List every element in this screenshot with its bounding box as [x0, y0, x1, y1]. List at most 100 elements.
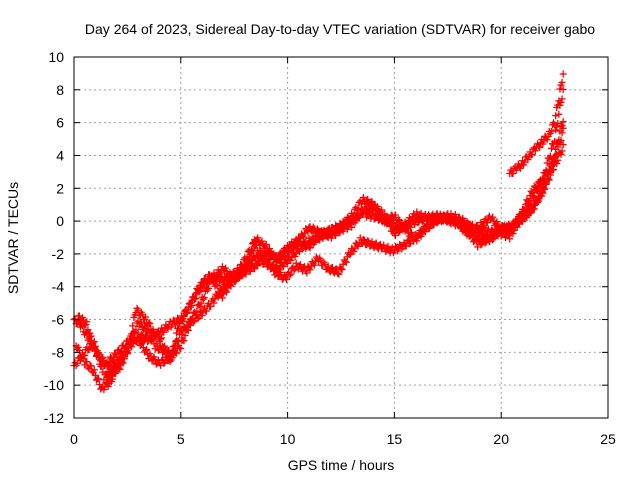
data-point [410, 237, 418, 245]
data-point [386, 221, 394, 229]
data-point [264, 256, 272, 264]
x-tick-labels: 0 5 10 15 20 25 [70, 431, 616, 447]
data-point [522, 213, 530, 221]
data-point [161, 342, 169, 350]
data-point [286, 271, 294, 279]
data-point [489, 234, 497, 242]
data-point [535, 197, 543, 205]
data-point [334, 269, 342, 277]
data-point [158, 334, 166, 342]
data-point [373, 203, 381, 211]
data-point [236, 274, 244, 282]
data-point [527, 209, 535, 217]
data-point [531, 147, 539, 155]
data-point [202, 307, 210, 315]
data-point [417, 229, 425, 237]
data-point [227, 282, 235, 290]
data-point [254, 234, 262, 242]
data-point [287, 256, 295, 264]
data-point [303, 269, 311, 277]
data-point [306, 244, 314, 252]
data-point [310, 261, 318, 269]
data-point [175, 324, 183, 332]
data-point [173, 329, 181, 337]
data-point [485, 237, 493, 245]
data-point [481, 239, 489, 247]
data-point [352, 217, 360, 225]
data-point [300, 233, 308, 241]
data-point [346, 251, 354, 259]
data-point [91, 371, 99, 379]
data-point [197, 299, 205, 307]
y-tick-label: -10 [44, 377, 64, 393]
data-point [178, 330, 186, 338]
data-point [385, 218, 393, 226]
data-point [305, 243, 313, 251]
plot-frame [73, 56, 609, 419]
data-point [399, 224, 407, 232]
y-tick-label: -12 [44, 410, 64, 426]
data-point [552, 112, 560, 120]
data-point [553, 160, 561, 168]
data-point [129, 322, 137, 330]
data-point [146, 332, 154, 340]
data-point [179, 327, 187, 335]
data-point [231, 277, 239, 285]
data-point [354, 242, 362, 250]
x-tick-label: 15 [387, 431, 403, 447]
y-axis-label: SDTVAR / TECUs [5, 182, 21, 294]
data-point [559, 70, 567, 78]
data-point [477, 241, 485, 249]
data-point [198, 311, 206, 319]
data-point [295, 238, 303, 246]
data-point [554, 140, 562, 148]
data-point [524, 156, 532, 164]
data-point [544, 175, 552, 183]
data-point [540, 137, 548, 145]
data-point [547, 127, 555, 135]
data-point [550, 153, 558, 161]
data-point [547, 163, 555, 171]
data-point [254, 262, 262, 270]
data-point [288, 245, 296, 253]
data-point [471, 228, 478, 236]
data-point [509, 230, 517, 238]
data-point [368, 197, 376, 205]
data-point [134, 334, 142, 342]
data-point [138, 339, 146, 347]
data-point [546, 167, 554, 175]
data-point [262, 240, 270, 248]
data-point [116, 349, 124, 357]
data-point [199, 295, 207, 303]
data-point [121, 342, 129, 350]
data-point [218, 294, 226, 302]
data-point [336, 229, 344, 237]
data-point [433, 211, 441, 219]
data-point [536, 143, 544, 151]
data-point [212, 280, 220, 288]
data-point [223, 267, 231, 275]
data-point [558, 122, 566, 130]
data-point [102, 378, 110, 386]
data-point [287, 245, 295, 253]
data-point [490, 235, 498, 243]
data-point [190, 294, 198, 302]
data-point [290, 266, 298, 274]
data-point [84, 346, 92, 354]
data-point [137, 330, 145, 338]
data-point [276, 256, 284, 264]
data-point [108, 357, 116, 365]
data-point [350, 248, 358, 256]
data-point [87, 332, 95, 340]
data-point [244, 260, 252, 268]
data-point [258, 237, 266, 245]
data-point [153, 329, 161, 337]
data-point [85, 345, 93, 353]
data-point [108, 375, 116, 383]
y-tick-label: 0 [56, 213, 64, 229]
data-point [551, 121, 559, 129]
data-point [157, 335, 165, 343]
data-point [310, 239, 318, 247]
data-point [421, 227, 429, 235]
